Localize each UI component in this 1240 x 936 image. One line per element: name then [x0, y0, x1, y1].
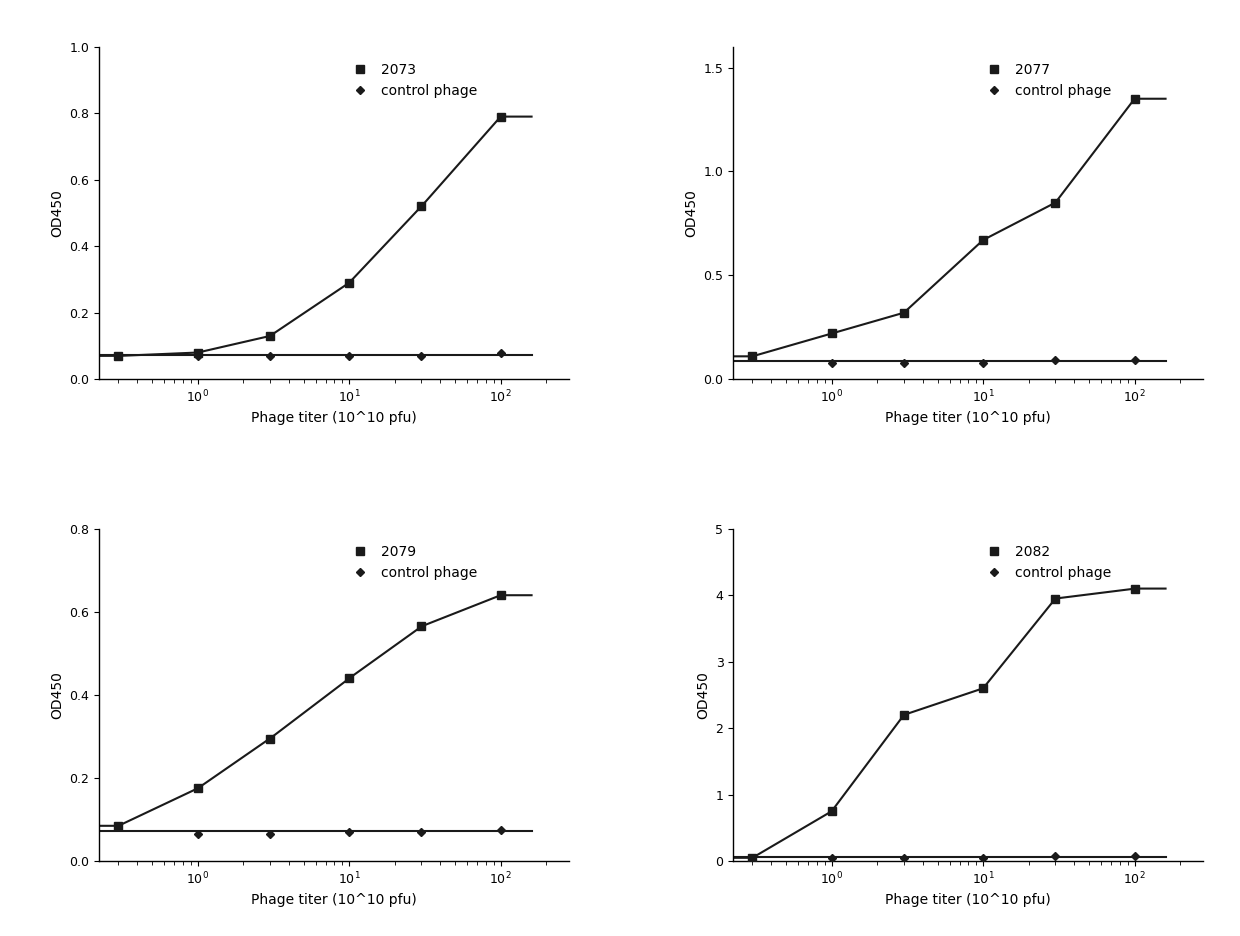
- control phage: [263, 350, 278, 361]
- Line: 2073: 2073: [114, 112, 505, 360]
- control phage: [897, 357, 911, 368]
- Y-axis label: OD450: OD450: [50, 671, 64, 719]
- 2077: [825, 328, 839, 339]
- 2079: [414, 621, 429, 632]
- control phage: [745, 852, 760, 863]
- X-axis label: Phage titer (10^10 pfu): Phage titer (10^10 pfu): [885, 411, 1050, 425]
- Line: 2079: 2079: [114, 591, 505, 830]
- control phage: [825, 852, 839, 863]
- control phage: [414, 350, 429, 361]
- control phage: [1048, 355, 1063, 366]
- Line: control phage: control phage: [750, 854, 1137, 860]
- control phage: [494, 825, 508, 836]
- 2079: [190, 782, 205, 794]
- 2079: [263, 733, 278, 744]
- control phage: [342, 826, 357, 838]
- 2077: [1127, 93, 1142, 104]
- 2073: [263, 330, 278, 342]
- control phage: [414, 826, 429, 838]
- Y-axis label: OD450: OD450: [50, 189, 64, 237]
- 2079: [112, 820, 126, 831]
- control phage: [976, 357, 991, 368]
- control phage: [745, 351, 760, 362]
- control phage: [263, 828, 278, 840]
- control phage: [112, 820, 126, 831]
- control phage: [112, 350, 126, 361]
- Line: 2082: 2082: [748, 584, 1138, 862]
- Y-axis label: OD450: OD450: [684, 189, 698, 237]
- Legend: 2079, control phage: 2079, control phage: [341, 539, 484, 585]
- control phage: [494, 347, 508, 358]
- 2073: [494, 111, 508, 123]
- control phage: [976, 852, 991, 863]
- control phage: [342, 350, 357, 361]
- Legend: 2073, control phage: 2073, control phage: [341, 57, 484, 103]
- Line: control phage: control phage: [115, 823, 503, 837]
- Line: control phage: control phage: [115, 350, 503, 358]
- 2077: [897, 307, 911, 318]
- control phage: [825, 357, 839, 368]
- control phage: [1127, 851, 1142, 862]
- 2077: [1048, 197, 1063, 208]
- Legend: 2077, control phage: 2077, control phage: [975, 57, 1117, 103]
- control phage: [1048, 851, 1063, 862]
- Y-axis label: OD450: OD450: [696, 671, 711, 719]
- 2082: [1127, 583, 1142, 594]
- Line: 2077: 2077: [748, 95, 1138, 360]
- control phage: [1127, 355, 1142, 366]
- control phage: [190, 828, 205, 840]
- 2082: [897, 709, 911, 721]
- 2082: [1048, 592, 1063, 604]
- X-axis label: Phage titer (10^10 pfu): Phage titer (10^10 pfu): [252, 411, 417, 425]
- 2073: [342, 277, 357, 288]
- 2073: [190, 347, 205, 358]
- X-axis label: Phage titer (10^10 pfu): Phage titer (10^10 pfu): [252, 893, 417, 907]
- 2079: [494, 590, 508, 601]
- 2082: [976, 682, 991, 694]
- 2079: [342, 673, 357, 684]
- 2077: [976, 234, 991, 245]
- 2082: [825, 806, 839, 817]
- Legend: 2082, control phage: 2082, control phage: [975, 539, 1117, 585]
- X-axis label: Phage titer (10^10 pfu): Phage titer (10^10 pfu): [885, 893, 1050, 907]
- 2082: [745, 852, 760, 863]
- 2077: [745, 351, 760, 362]
- control phage: [190, 350, 205, 361]
- 2073: [414, 200, 429, 212]
- control phage: [897, 852, 911, 863]
- Line: control phage: control phage: [750, 354, 1137, 365]
- 2073: [112, 350, 126, 361]
